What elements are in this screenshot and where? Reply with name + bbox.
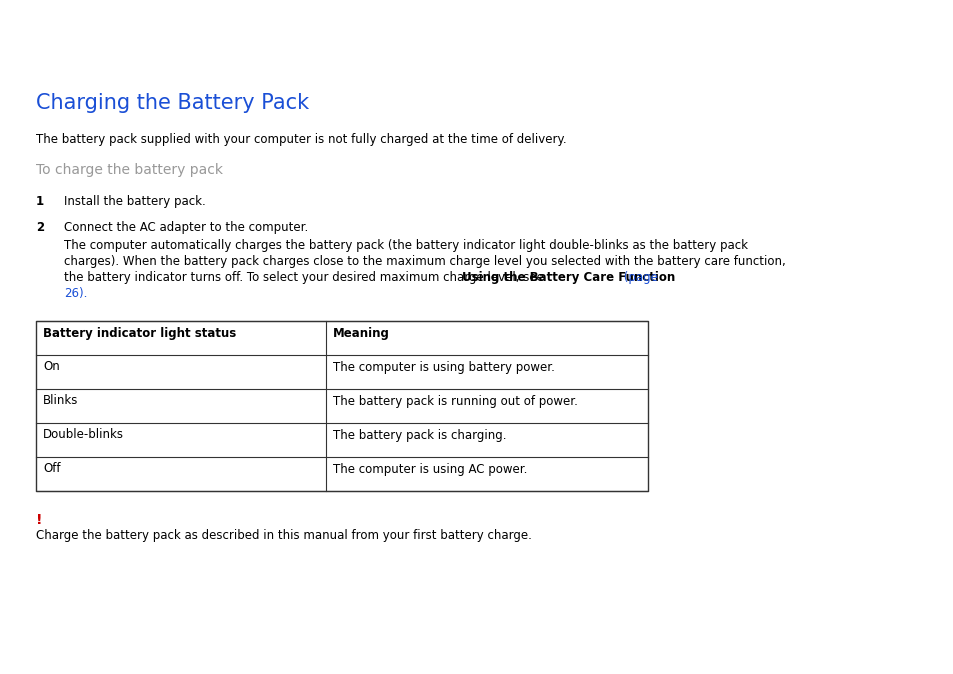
Text: The battery pack is charging.: The battery pack is charging. [333,429,506,441]
Text: The battery pack is running out of power.: The battery pack is running out of power… [333,394,578,408]
Text: 2: 2 [36,221,44,234]
Text: The computer automatically charges the battery pack (the battery indicator light: The computer automatically charges the b… [64,239,747,252]
Text: Double-blinks: Double-blinks [43,429,124,441]
Text: Off: Off [43,462,60,475]
Text: The computer is using battery power.: The computer is using battery power. [333,361,555,373]
Text: (page: (page [618,271,657,284]
Text: 26).: 26). [64,287,88,300]
Text: the battery indicator turns off. To select your desired maximum charge level, se: the battery indicator turns off. To sele… [64,271,547,284]
Text: ◄  24  ►: ◄ 24 ► [887,13,932,23]
Text: VAIO: VAIO [8,18,71,43]
Text: Connect the AC adapter to the computer.: Connect the AC adapter to the computer. [64,221,308,234]
Text: The computer is using AC power.: The computer is using AC power. [333,462,527,475]
Text: On: On [43,361,60,373]
Text: Blinks: Blinks [43,394,78,408]
Text: !: ! [36,513,43,527]
Text: Battery indicator light status: Battery indicator light status [43,326,236,340]
Text: charges). When the battery pack charges close to the maximum charge level you se: charges). When the battery pack charges … [64,255,785,268]
Text: Getting Started: Getting Started [828,42,932,56]
Text: 1: 1 [36,195,44,208]
Text: The battery pack supplied with your computer is not fully charged at the time of: The battery pack supplied with your comp… [36,133,566,146]
Text: Charge the battery pack as described in this manual from your first battery char: Charge the battery pack as described in … [36,529,532,542]
Text: Charging the Battery Pack: Charging the Battery Pack [36,93,309,113]
Text: Install the battery pack.: Install the battery pack. [64,195,206,208]
Text: Using the Battery Care Function: Using the Battery Care Function [461,271,674,284]
Text: To charge the battery pack: To charge the battery pack [36,163,223,177]
Text: Meaning: Meaning [333,326,390,340]
Bar [36,321,647,491]
